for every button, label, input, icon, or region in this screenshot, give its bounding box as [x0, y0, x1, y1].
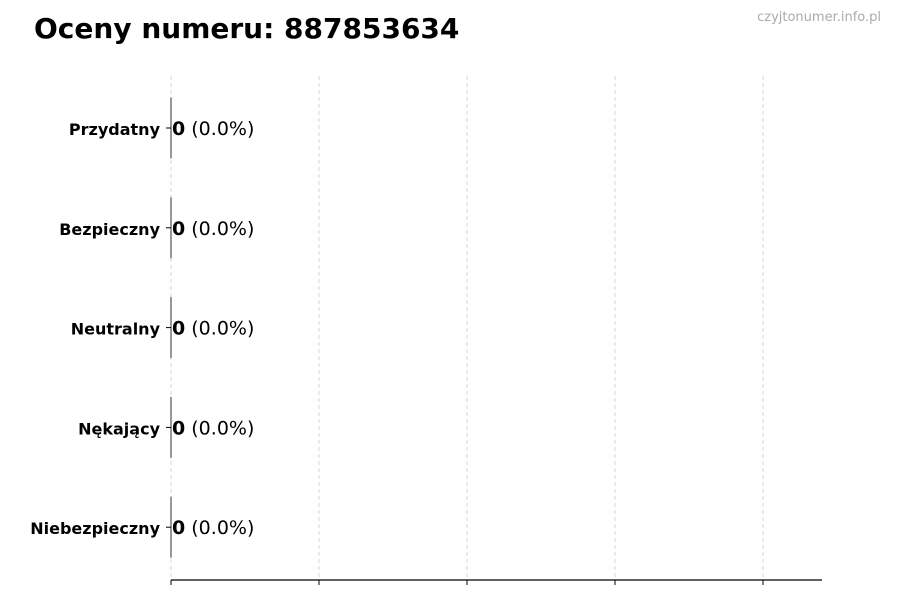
data-label: 0 (0.0%) — [172, 218, 254, 240]
category-label: Przydatny — [69, 120, 161, 139]
data-label: 0 (0.0%) — [172, 318, 254, 340]
chart-title: Oceny numeru: 887853634 — [34, 12, 460, 45]
data-label: 0 (0.0%) — [172, 417, 254, 439]
category-label: Bezpieczny — [59, 220, 160, 239]
data-label: 0 (0.0%) — [172, 517, 254, 539]
category-label: Nękający — [78, 419, 160, 438]
data-label: 0 (0.0%) — [172, 118, 254, 140]
category-label: Niebezpieczny — [30, 519, 160, 538]
category-label: Neutralny — [71, 320, 161, 339]
watermark: czyjtonumer.info.pl — [757, 10, 881, 25]
